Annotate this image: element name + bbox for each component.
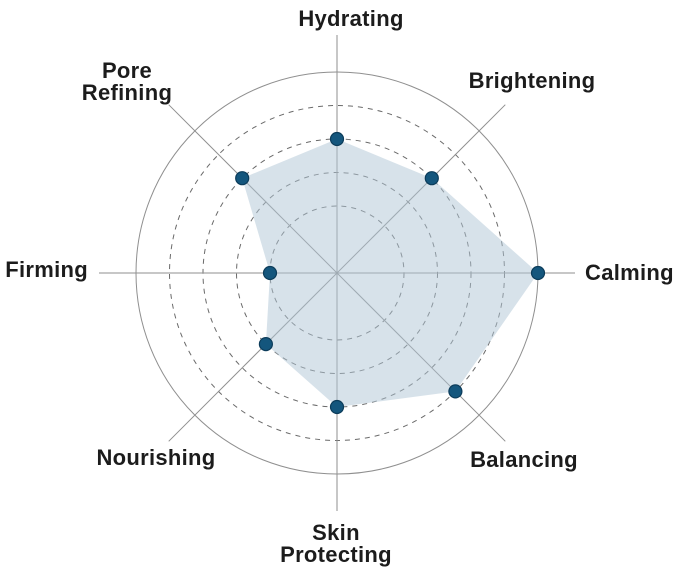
data-point-pore-refining bbox=[235, 171, 250, 186]
axis-label-balancing: Balancing bbox=[470, 447, 578, 472]
axis-label-skin-protecting: Skin Protecting bbox=[280, 520, 392, 567]
axis-label-calming: Calming bbox=[585, 260, 674, 285]
data-point-hydrating bbox=[329, 131, 345, 147]
axis-label-hydrating: Hydrating bbox=[298, 6, 403, 31]
axis-label-brightening: Brightening bbox=[469, 68, 596, 93]
axis-label-pore-refining: Pore Refining bbox=[82, 58, 172, 105]
axis-label-nourishing: Nourishing bbox=[96, 445, 215, 470]
data-point-calming bbox=[530, 265, 546, 281]
data-point-nourishing bbox=[258, 337, 273, 352]
axis-label-firming: Firming bbox=[5, 257, 88, 282]
data-point-balancing bbox=[448, 384, 463, 399]
data-point-brightening bbox=[424, 171, 439, 186]
data-point-firming bbox=[262, 265, 278, 281]
data-point-skin-protecting bbox=[329, 399, 345, 415]
data-polygon bbox=[242, 139, 538, 407]
